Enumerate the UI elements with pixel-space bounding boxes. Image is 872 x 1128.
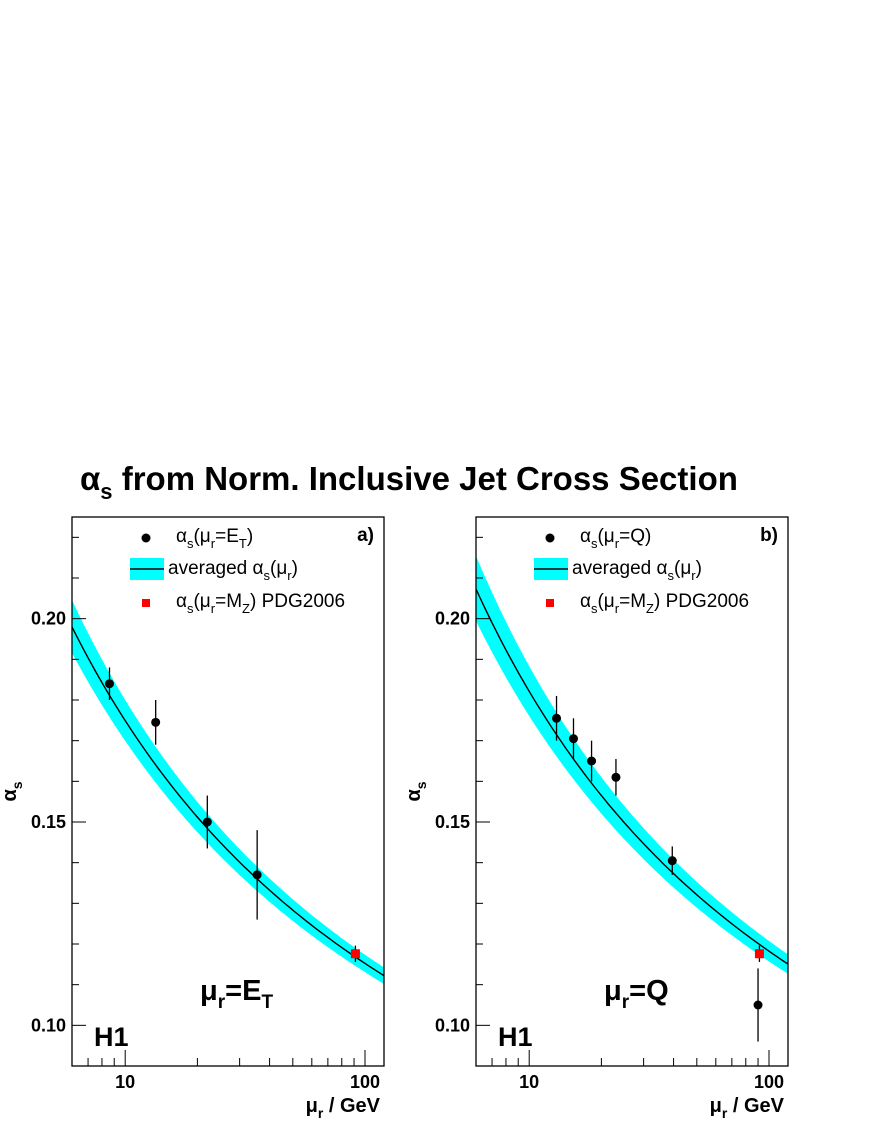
legend-band-label: averaged αs(μr): [572, 558, 702, 583]
x-ticks: 10 100: [71, 1050, 380, 1092]
scale-label: μr=Q: [604, 975, 669, 1013]
legend: αs(μr=Q) averaged αs(μr) αs(μr=MZ) PDG2006: [534, 526, 749, 616]
legend: αs(μr=ET) averaged αs(μr) αs(μr=MZ) PDG200…: [130, 526, 345, 616]
y-tick-label: 0.15: [435, 812, 470, 832]
title-text: from Norm. Inclusive Jet Cross Section: [113, 460, 738, 497]
data-point: [104, 679, 114, 689]
band-group: [72, 600, 384, 984]
legend-points-label: αs(μr=ET): [176, 526, 253, 551]
data-point: [587, 756, 597, 766]
plot-frame: [71, 516, 385, 1067]
data-point: [667, 856, 677, 866]
data-point: [552, 713, 562, 723]
legend-point-marker: [545, 533, 555, 543]
y-axis-label: αs: [403, 781, 429, 801]
data-point: [252, 870, 262, 880]
y-tick-label: 0.10: [31, 1015, 66, 1035]
x-ticks: 10 100: [475, 1050, 784, 1092]
data-point: [611, 772, 621, 782]
data-point: [151, 717, 161, 727]
x-axis-label: μr / GeV: [710, 1095, 785, 1121]
data-points: [104, 667, 360, 962]
panel-label: b): [760, 525, 778, 546]
legend-points-label: αs(μr=Q): [580, 526, 651, 551]
panel-label: a): [357, 525, 374, 546]
uncertainty-band: [476, 556, 788, 974]
x-tick-label: 100: [350, 1072, 380, 1092]
legend-pdg-marker: [142, 599, 150, 607]
data-point: [568, 734, 578, 744]
x-tick-label: 10: [519, 1072, 539, 1092]
x-tick-label: 10: [115, 1072, 135, 1092]
figure-title: αs from Norm. Inclusive Jet Cross Sectio…: [80, 460, 738, 504]
x-tick-label: 100: [754, 1072, 784, 1092]
panel-a: 0.10 0.15 0.20 10 100 a) αs(μr=ET) averaged αs(…: [0, 516, 385, 1121]
y-tick-label: 0.10: [435, 1015, 470, 1035]
plot-frame: [475, 516, 789, 1067]
legend-pdg-label: αs(μr=MZ) PDG2006: [176, 591, 345, 616]
title-alpha: α: [80, 460, 100, 497]
averaged-curve: [72, 626, 384, 977]
legend-band-label: averaged αs(μr): [168, 558, 298, 583]
y-axis-label: αs: [0, 781, 25, 801]
scale-label: μr=ET: [200, 975, 273, 1013]
data-point: [753, 1000, 763, 1010]
pdg-point: [754, 949, 764, 959]
data-point: [202, 817, 212, 827]
legend-pdg-marker: [546, 599, 554, 607]
legend-pdg-label: αs(μr=MZ) PDG2006: [580, 591, 749, 616]
averaged-curve: [476, 588, 788, 965]
y-tick-label: 0.15: [31, 812, 66, 832]
y-ticks: 0.10 0.15 0.20: [31, 536, 86, 1067]
data-points: [552, 695, 764, 1042]
panel-b: 0.10 0.15 0.20 10 100 b) αs(μr=Q) averaged αs(μ…: [403, 516, 789, 1121]
y-ticks: 0.10 0.15 0.20: [435, 536, 490, 1067]
pdg-point: [350, 949, 360, 959]
legend-point-marker: [141, 533, 151, 543]
experiment-label: H1: [498, 1022, 533, 1052]
y-tick-label: 0.20: [435, 609, 470, 629]
x-axis-label: μr / GeV: [306, 1095, 381, 1121]
uncertainty-band: [72, 600, 384, 984]
title-sub: s: [100, 479, 112, 504]
y-tick-label: 0.20: [31, 609, 66, 629]
band-group: [476, 556, 788, 974]
experiment-label: H1: [94, 1022, 129, 1052]
